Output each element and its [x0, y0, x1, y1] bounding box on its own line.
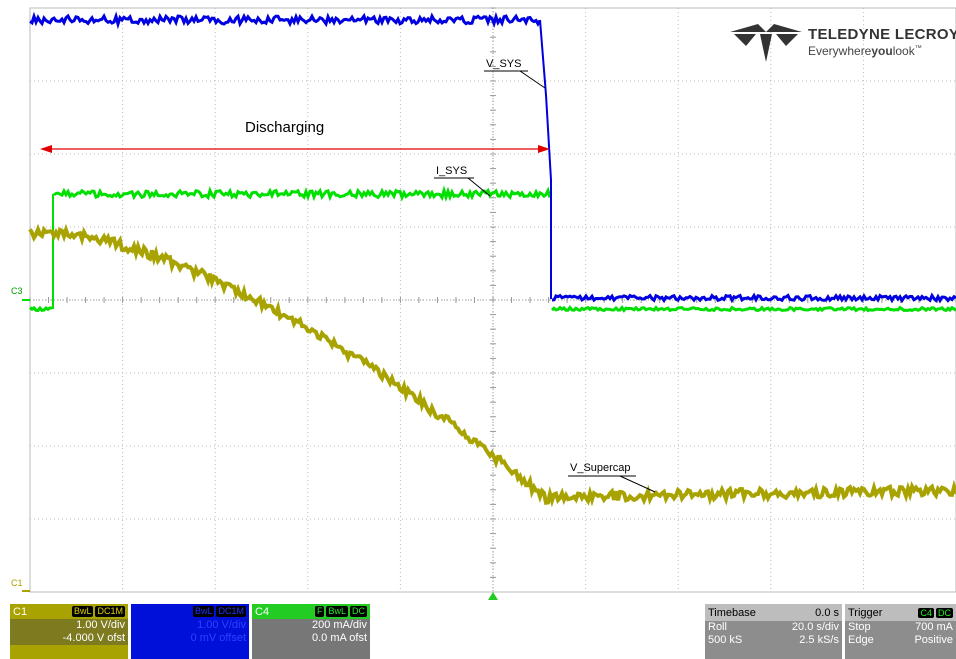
timebase-panel[interactable]: Timebase 0.0 s Roll 20.0 s/div 500 kS 2.5 k… — [705, 604, 842, 659]
trigger-slope: Positive — [914, 634, 953, 647]
c4-offset: 0.0 mA ofst — [252, 632, 370, 645]
trigger-tag-c4: C4 — [918, 608, 934, 618]
c3-tag-dc1m: DC1M — [216, 606, 246, 617]
c3-trace-high — [30, 16, 540, 24]
trigger-panel[interactable]: Trigger C4 DC Stop 700 mA Edge Positive — [845, 604, 956, 659]
trigger-mode: Stop — [848, 621, 871, 634]
oscilloscope-display — [0, 0, 956, 600]
trigger-tag-dc: DC — [936, 608, 953, 618]
trigger-label: Trigger — [848, 607, 882, 619]
c1-offset: -4.000 V ofst — [10, 632, 128, 645]
channel-c1-id: C1 — [13, 606, 27, 618]
c4-trace-post — [552, 308, 956, 311]
i-sys-label: I_SYS — [436, 165, 467, 177]
c3-trace-fall — [540, 20, 551, 299]
channel-c1-panel[interactable]: C1 BwL DC1M 1.00 V/div -4.000 V ofst — [10, 604, 128, 659]
c1-tag-bwl: BwL — [72, 606, 94, 617]
graticule — [30, 8, 956, 600]
timebase-mode: Roll — [708, 621, 727, 634]
channel-c4-id: C4 — [255, 606, 269, 618]
v-supercap-label: V_Supercap — [570, 462, 631, 474]
c3-offset: 0 mV offset — [131, 632, 249, 645]
channel-c4-panel[interactable]: C4 F BwL DC 200 mA/div 0.0 mA ofst — [252, 604, 370, 659]
brand-tagline: Everywhereyoulook™ — [808, 44, 922, 58]
discharging-arrow-left-head — [40, 145, 52, 153]
v-sys-leader — [520, 71, 545, 88]
c4-tag-bwl: BwL — [326, 606, 348, 617]
waveforms — [22, 16, 956, 591]
c1-marker: C1 — [11, 578, 23, 588]
trigger-type: Edge — [848, 634, 874, 647]
c1-vdiv: 1.00 V/div — [10, 619, 128, 632]
trigger-position-marker — [488, 592, 498, 600]
timebase-delay: 0.0 s — [815, 607, 839, 619]
discharging-label: Discharging — [245, 119, 324, 136]
c4-trace-on — [54, 191, 550, 198]
timebase-label: Timebase — [708, 607, 756, 619]
brand-name: TELEDYNE LECROY — [808, 26, 956, 43]
timebase-points: 500 kS — [708, 634, 742, 647]
c1-tag-dc1m: DC1M — [95, 606, 125, 617]
timebase-tdiv: 20.0 s/div — [792, 621, 839, 634]
c3-marker: C3 — [11, 286, 23, 296]
c4-tag-dc: DC — [350, 606, 367, 617]
v-supercap-leader — [620, 476, 655, 492]
c3-vdiv: 1.00 V/div — [131, 619, 249, 632]
teledyne-logo-icon — [730, 22, 802, 62]
c4-vdiv: 200 mA/div — [252, 619, 370, 632]
c3-tag-bwl: BwL — [193, 606, 215, 617]
channel-c3-id: C3 — [134, 606, 148, 618]
c4-tag-f: F — [315, 606, 325, 617]
timebase-rate: 2.5 kS/s — [799, 634, 839, 647]
channel-c3-panel[interactable]: C3 BwL DC1M 1.00 V/div 0 mV offset — [131, 604, 249, 659]
v-sys-label: V_SYS — [486, 58, 521, 70]
c4-trace-pre — [30, 308, 52, 311]
trigger-level: 700 mA — [915, 621, 953, 634]
